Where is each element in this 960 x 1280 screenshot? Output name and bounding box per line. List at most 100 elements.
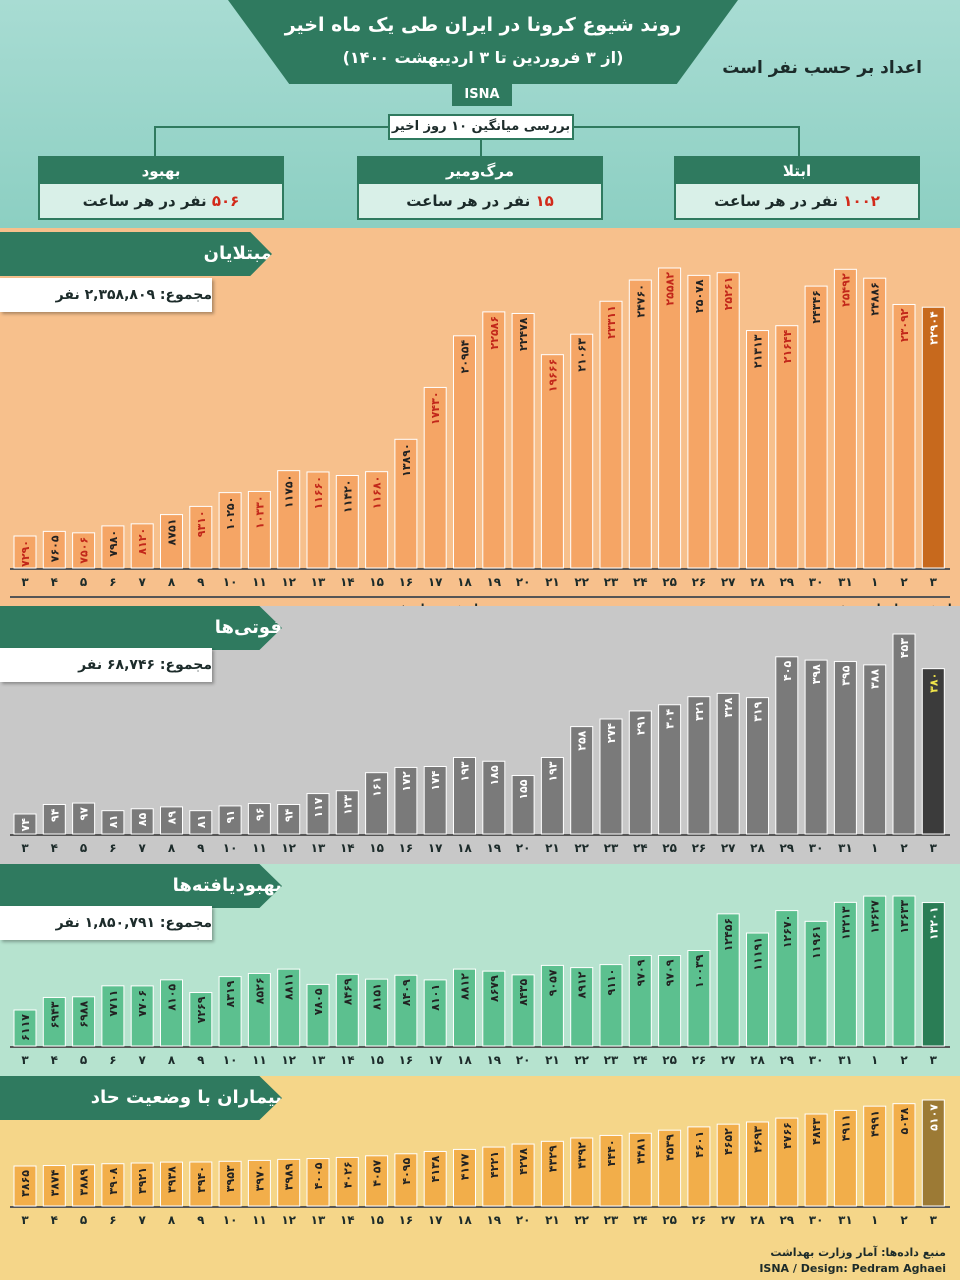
bar — [804, 285, 828, 569]
bar — [540, 756, 564, 835]
bar — [570, 333, 594, 569]
tick-label: ۲ — [900, 575, 908, 589]
bar — [658, 955, 682, 1047]
bar — [892, 895, 916, 1047]
data-label: ۴۶۵۲ — [722, 1128, 735, 1155]
recovered-label: بهبودیافته‌ها — [0, 864, 282, 908]
bar — [716, 913, 740, 1047]
data-label: ۴۲۲۱ — [488, 1151, 501, 1178]
bar — [423, 979, 447, 1047]
tick-label: ۳ — [21, 841, 29, 855]
tick-label: ۲۷ — [721, 1053, 736, 1067]
tick-label: ۲۴ — [633, 841, 648, 855]
tick-label: ۱۷ — [428, 1053, 443, 1067]
tick-label: ۳ — [930, 1053, 938, 1067]
data-label: ۸۴۳۵ — [517, 979, 530, 1006]
stat-title: بهبود — [40, 158, 282, 184]
bar — [277, 1158, 301, 1207]
data-label: ۴۲۷۸ — [517, 1148, 530, 1175]
bar — [833, 901, 857, 1047]
data-label: ۸۸۱۱ — [283, 973, 296, 1000]
data-label: ۳۹۵۳ — [224, 1165, 237, 1192]
cases-label: مبتلایان — [0, 232, 272, 276]
data-label: ۱۵۵ — [517, 779, 530, 799]
tick-label: ۱۷ — [428, 575, 443, 589]
recovered-total: مجموع: ۱,۸۵۰,۷۹۱ نفر — [0, 906, 212, 940]
bar — [306, 793, 330, 835]
bar — [394, 1153, 418, 1207]
tick-label: ۱۲ — [281, 1213, 296, 1227]
tick-label: ۱۳ — [311, 1053, 326, 1067]
tick-label: ۱۲ — [281, 841, 296, 855]
bar — [628, 710, 652, 835]
data-label: ۱۰۲۵۰ — [224, 497, 237, 531]
tick-label: ۹ — [197, 1213, 205, 1227]
tick-label: ۸ — [168, 1213, 176, 1227]
tick-label: ۱۵ — [369, 841, 384, 855]
tick-label: ۱۸ — [457, 575, 472, 589]
bar — [130, 808, 154, 835]
data-label: ۱۲۶۷۰ — [781, 915, 794, 949]
data-label: ۹۴ — [48, 808, 61, 822]
tick-label: ۲۳ — [604, 1053, 619, 1067]
data-label: ۲۹۱ — [634, 715, 647, 735]
data-label: ۱۹۶۶۶ — [546, 359, 559, 393]
data-label: ۴۱۳۸ — [429, 1155, 442, 1182]
data-label: ۴۳۹۲ — [576, 1142, 589, 1169]
data-label: ۲۲۵۸۶ — [488, 316, 501, 350]
data-label: ۱۷۲ — [400, 771, 413, 791]
tick-label: ۲۵ — [662, 1213, 677, 1227]
bar — [833, 1109, 857, 1207]
bar — [247, 972, 271, 1047]
bar — [423, 766, 447, 835]
tick-label: ۱۶ — [399, 841, 414, 855]
tick-label: ۲۳ — [604, 1213, 619, 1227]
data-label: ۹۷۰۹ — [664, 959, 677, 986]
bar — [218, 805, 242, 835]
data-label: ۲۵۲۶۱ — [722, 277, 735, 311]
bar — [658, 1129, 682, 1207]
data-label: ۸۱۲۰ — [136, 528, 149, 555]
data-label: ۲۴۸۸۶ — [869, 282, 882, 316]
bar — [687, 950, 711, 1047]
bar — [746, 1121, 769, 1207]
bar — [892, 633, 916, 835]
bar — [160, 514, 183, 569]
bar — [863, 664, 887, 835]
deaths-chart: ۷۴۳۹۴۴۹۷۵۸۱۶۸۵۷۸۹۸۸۱۹۹۱۱۰۹۶۱۱۹۴۱۲۱۱۷۱۳۱۲… — [10, 633, 950, 855]
data-label: ۱۳۲۰۱ — [927, 907, 940, 941]
tick-label: ۱ — [871, 575, 878, 589]
tick-label: ۱۱ — [252, 841, 267, 855]
bar — [863, 1105, 887, 1207]
data-label: ۴۷۶۶ — [781, 1122, 794, 1149]
tick-label: ۲۴ — [633, 1053, 648, 1067]
unit-note: اعداد بر حسب نفر است — [722, 58, 922, 78]
tick-label: ۳ — [930, 1213, 938, 1227]
tick-label: ۱۸ — [457, 1213, 472, 1227]
bar — [365, 471, 389, 569]
data-label: ۵۱۰۷ — [927, 1104, 940, 1131]
bar — [394, 438, 418, 569]
data-label: ۱۱۱۹۱ — [752, 937, 765, 971]
data-label: ۳۹۲۱ — [136, 1167, 149, 1194]
tick-label: ۶ — [109, 575, 116, 589]
tick-label: ۱۰ — [223, 841, 238, 855]
bar — [453, 335, 476, 569]
tick-label: ۴ — [51, 1053, 58, 1067]
bar — [130, 1162, 154, 1207]
tick-label: ۴ — [51, 575, 58, 589]
bar — [72, 532, 96, 569]
bar — [189, 505, 213, 569]
tick-label: ۲۳ — [604, 575, 619, 589]
axis-baseline — [10, 568, 950, 570]
bar — [101, 985, 125, 1047]
deaths-panel: فوتی‌ها مجموع: ۶۸,۷۴۶ نفر ۷۴ ۳ ۹۴ ۴ ۹۷ ۵ ۸۱ ۶ ۸۵… — [0, 606, 960, 864]
tick-label: ۱۴ — [340, 1053, 355, 1067]
tick-label: ۶ — [109, 841, 116, 855]
data-label: ۸۴۶۹ — [341, 978, 354, 1005]
tick-label: ۱۹ — [486, 1213, 501, 1227]
tick-label: ۲۲ — [574, 1213, 589, 1227]
data-label: ۱۶۱ — [371, 777, 384, 797]
data-label: ۱۱۷۵۰ — [283, 475, 296, 509]
severe-chart: ۳۸۶۵ ۳ ۳۸۷۴ ۴ ۳۸۸۹ ۵ ۳۹۰۸ ۶ ۳۹۲۱ ۷ ۳۹۳۸ ۸ ۳۹۴۰ ۹ ۳۹۵۳ ۱… — [10, 1099, 950, 1227]
